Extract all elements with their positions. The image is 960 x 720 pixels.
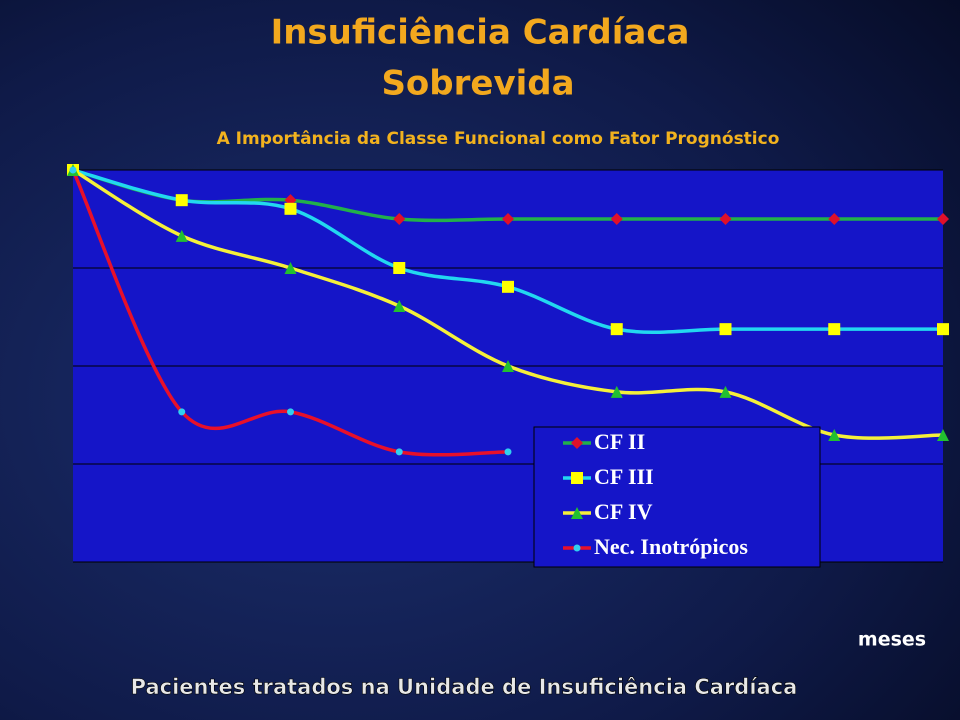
marker [284,202,297,215]
marker [610,213,623,225]
marker [719,385,732,398]
marker [178,408,186,416]
marker [502,213,514,225]
legend-label: CF III [594,464,654,489]
marker [937,213,949,225]
series-line [71,169,509,457]
marker [284,262,297,274]
marker [828,323,841,336]
chart: CF II CF III CF IV Nec. Inotrópicos [67,164,949,568]
chart-subtitle: Sobrevida [381,64,574,104]
marker [395,448,403,456]
marker [937,323,949,336]
marker [571,472,583,484]
footer: Pacientes tratados na Unidade de Insufic… [131,675,798,699]
legend-label: CF IV [594,499,653,524]
marker [937,428,949,441]
legend-box [533,426,821,568]
marker [69,166,77,174]
marker [610,385,623,398]
marker [828,428,841,441]
marker [287,408,294,416]
marker [502,360,514,372]
marker [719,323,732,336]
marker [571,437,583,449]
marker [393,213,406,225]
x-axis-label: meses [858,629,926,651]
chart-title: Insuficiência Cardíaca [271,13,690,53]
marker [571,507,583,519]
marker [393,300,406,313]
marker [610,323,623,336]
marker [719,213,732,225]
marker [573,544,581,552]
annotation: A Importância da Classe Funcional como F… [217,129,780,149]
marker [504,448,512,456]
marker [502,280,514,293]
legend-label: CF II [594,429,645,454]
marker [393,262,406,274]
legend-label: Nec. Inotrópicos [594,534,748,559]
marker [828,213,841,225]
marker [175,194,188,207]
marker [175,229,188,242]
